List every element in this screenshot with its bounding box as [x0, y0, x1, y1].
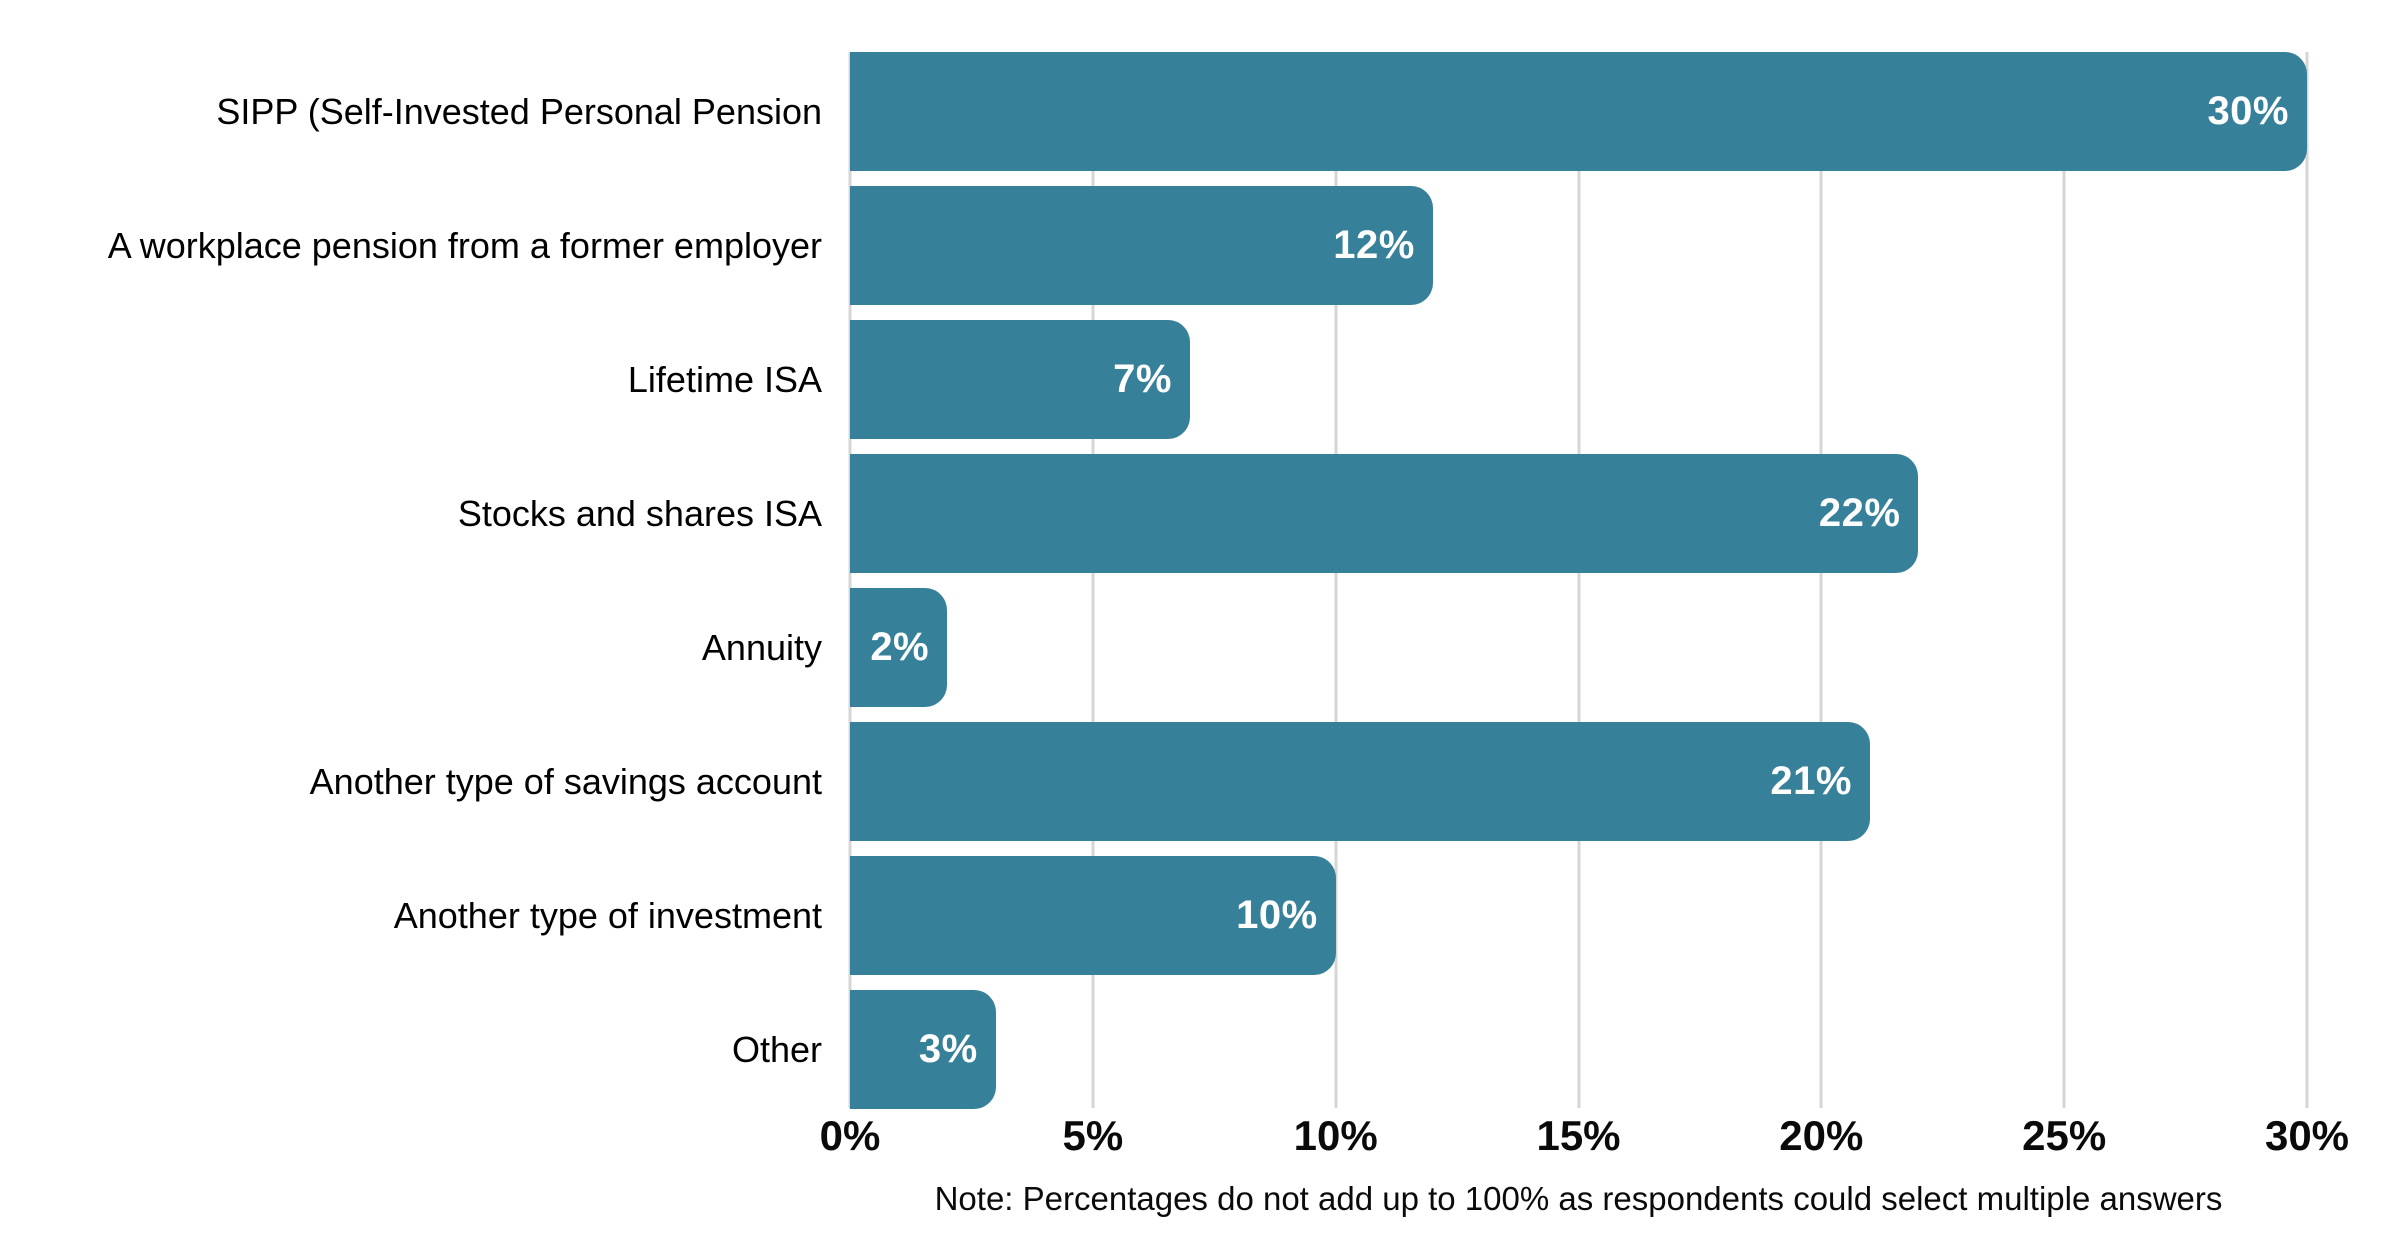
- bar-row: 10%: [850, 856, 2307, 975]
- bar-value-label: 2%: [870, 625, 930, 669]
- bar-annuity: 2%: [850, 588, 948, 707]
- gridline-5pct: [1091, 52, 1095, 1108]
- gridline-10pct: [1334, 52, 1338, 1108]
- bar-row: 7%: [850, 320, 2307, 439]
- gridline-30pct: [2305, 52, 2309, 1108]
- category-label: Other: [731, 1028, 822, 1070]
- x-tick-label-15: 15%: [1536, 1112, 1621, 1159]
- category-label: Another type of investment: [393, 894, 822, 936]
- bar-value-label: 10%: [1236, 893, 1318, 937]
- x-tick-label-0: 0%: [819, 1112, 881, 1159]
- plot-area: 30% 12% 7% 22% 2% 21% 10% 3%: [848, 52, 2309, 1109]
- x-tick-label-5: 5%: [1062, 1112, 1124, 1159]
- bar-value-label: 22%: [1818, 491, 1901, 535]
- category-label: Another type of savings account: [309, 760, 822, 802]
- bar-row: 21%: [850, 722, 2307, 841]
- x-tick-label-10: 10%: [1293, 1112, 1378, 1159]
- bar-value-label: 30%: [2207, 89, 2289, 133]
- bar-another-type-of-savings-account: 21%: [850, 722, 1870, 841]
- bar-row: 2%: [850, 588, 2307, 707]
- gridline-20pct: [1819, 52, 1823, 1108]
- bar-row: 30%: [850, 52, 2307, 171]
- x-tick-label-25: 25%: [2022, 1112, 2107, 1159]
- category-label: SIPP (Self-Invested Personal Pension: [216, 90, 822, 132]
- gridline-25pct: [2062, 52, 2066, 1108]
- category-label: Lifetime ISA: [627, 358, 822, 400]
- bar-another-type-of-investment: 10%: [850, 856, 1336, 975]
- bar-row: 22%: [850, 454, 2307, 573]
- bar-value-label: 7%: [1113, 357, 1172, 401]
- category-label: Annuity: [701, 626, 822, 668]
- bar-value-label: 21%: [1770, 759, 1852, 803]
- bar-row: 3%: [850, 990, 2307, 1109]
- gridline-15pct: [1577, 52, 1580, 1108]
- x-tick-label-30: 30%: [2264, 1112, 2350, 1159]
- bar-a-workplace-pension-from-a-former-employer: 12%: [850, 186, 1433, 305]
- bar-row: 12%: [850, 186, 2307, 305]
- bar-stocks-and-shares-isa: 22%: [850, 454, 1919, 573]
- bar-value-label: 3%: [918, 1027, 978, 1071]
- bar-sipp-self-invested-personal-pension: 30%: [850, 52, 2307, 171]
- gridline-0pct: [848, 52, 852, 1108]
- chart-note: Note: Percentages do not add up to 100% …: [934, 1180, 2223, 1217]
- category-label: A workplace pension from a former employ…: [107, 224, 822, 266]
- bar-other: 3%: [850, 990, 996, 1109]
- bar-value-label: 12%: [1333, 223, 1415, 267]
- x-tick-label-20: 20%: [1779, 1112, 1864, 1159]
- bar-lifetime-isa: 7%: [850, 320, 1190, 439]
- category-label: Stocks and shares ISA: [457, 492, 822, 534]
